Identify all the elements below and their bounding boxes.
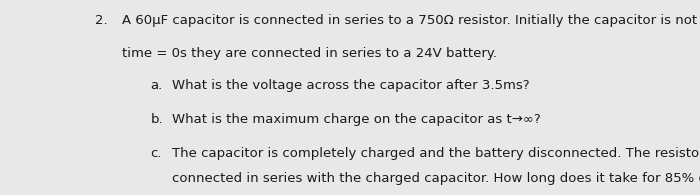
Text: A 60μF capacitor is connected in series to a 750Ω resistor. Initially the capaci: A 60μF capacitor is connected in series … [122,14,700,27]
Text: The capacitor is completely charged and the battery disconnected. The resistor i: The capacitor is completely charged and … [172,147,700,160]
Text: time = 0s they are connected in series to a 24V battery.: time = 0s they are connected in series t… [122,47,498,60]
Text: connected in series with the charged capacitor. How long does it take for 85% of: connected in series with the charged cap… [172,172,700,185]
Text: a.: a. [150,79,162,92]
Text: b.: b. [150,113,163,126]
Text: c.: c. [150,147,162,160]
Text: 2.: 2. [94,14,107,27]
Text: What is the voltage across the capacitor after 3.5ms?: What is the voltage across the capacitor… [172,79,529,92]
Text: What is the maximum charge on the capacitor as t→∞?: What is the maximum charge on the capaci… [172,113,540,126]
